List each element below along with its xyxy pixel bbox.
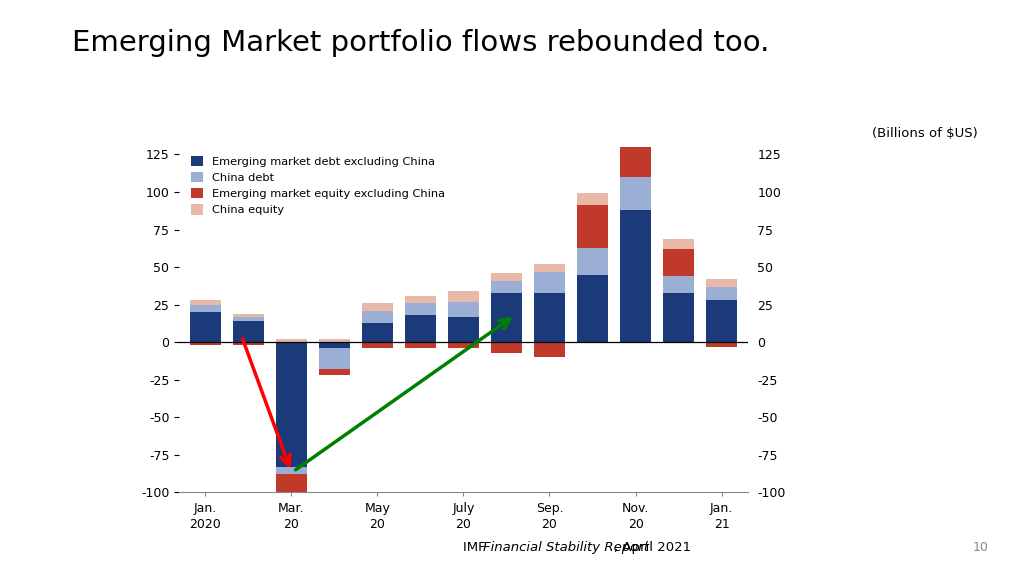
Text: , April 2021: , April 2021 [614, 541, 691, 554]
Bar [275, 342, 306, 467]
Bar [707, 287, 737, 300]
Bar [621, 107, 651, 120]
Bar [621, 210, 651, 342]
Bar [664, 238, 694, 249]
Bar [578, 194, 608, 206]
Bar [621, 177, 651, 210]
Bar [534, 293, 565, 342]
Legend: Emerging market debt excluding China, China debt, Emerging market equity excludi: Emerging market debt excluding China, Ch… [190, 156, 445, 215]
Bar [490, 342, 522, 353]
Bar [707, 279, 737, 287]
Text: IMF: IMF [463, 541, 489, 554]
Bar [534, 264, 565, 272]
Bar [404, 315, 436, 342]
Bar [621, 120, 651, 177]
Bar [318, 369, 349, 376]
Bar [275, 339, 306, 342]
Bar [275, 467, 306, 475]
Bar [361, 323, 393, 342]
Bar [318, 339, 349, 342]
Bar [447, 317, 479, 342]
Text: 10: 10 [972, 541, 988, 554]
Bar [189, 312, 220, 342]
Bar [232, 342, 263, 345]
Bar [578, 275, 608, 342]
Bar [404, 342, 436, 348]
Bar [707, 342, 737, 347]
Bar [189, 342, 220, 345]
Bar [664, 276, 694, 293]
Bar [447, 342, 479, 348]
Text: (Billions of $US): (Billions of $US) [872, 127, 978, 140]
Bar [361, 303, 393, 310]
Bar [189, 300, 220, 305]
Bar [664, 249, 694, 276]
Bar [578, 248, 608, 275]
Bar [490, 273, 522, 281]
Bar [404, 295, 436, 303]
Bar [490, 281, 522, 293]
Bar [361, 342, 393, 348]
Bar [232, 317, 263, 321]
Bar [318, 342, 349, 348]
Text: Emerging Market portfolio flows rebounded too.: Emerging Market portfolio flows rebounde… [72, 29, 769, 57]
Bar [447, 291, 479, 302]
Text: Financial Stability Report: Financial Stability Report [483, 541, 649, 554]
Bar [318, 348, 349, 369]
Bar [490, 293, 522, 342]
Bar [232, 314, 263, 317]
Bar [275, 475, 306, 507]
Bar [534, 272, 565, 293]
Bar [578, 206, 608, 248]
Bar [361, 310, 393, 323]
Bar [404, 303, 436, 315]
Bar [189, 305, 220, 312]
Bar [707, 300, 737, 342]
Bar [232, 321, 263, 342]
Bar [534, 342, 565, 357]
Bar [447, 302, 479, 317]
Bar [664, 293, 694, 342]
